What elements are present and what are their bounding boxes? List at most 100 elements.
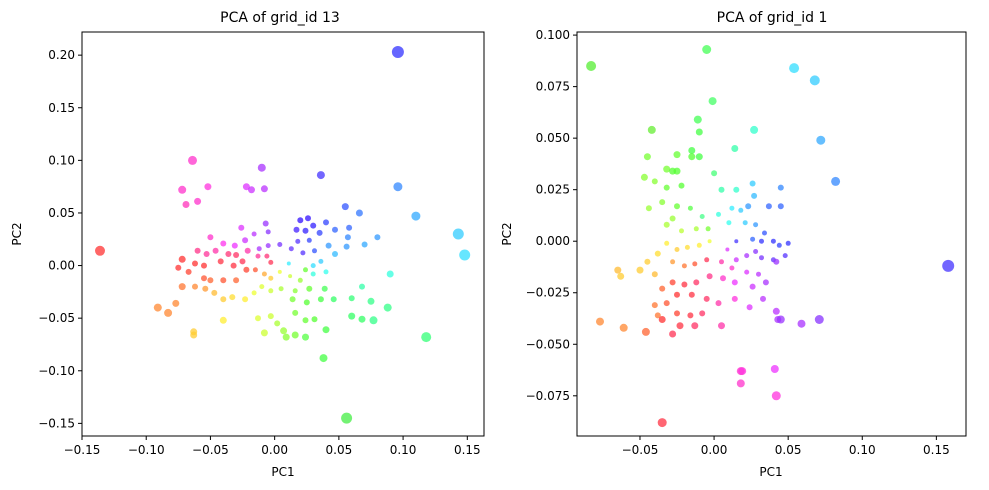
y-tick-label: 0.05 — [48, 206, 75, 220]
scatter-point — [369, 316, 378, 325]
y-tick-label: 0.075 — [536, 80, 570, 94]
x-tick-label: 0.00 — [261, 443, 288, 457]
scatter-points — [586, 45, 955, 428]
scatter-point — [332, 251, 338, 257]
scatter-point — [325, 242, 332, 249]
scatter-point — [201, 275, 207, 282]
scatter-point — [212, 247, 219, 254]
scatter-point — [242, 237, 249, 244]
y-tick-label: −0.10 — [38, 364, 75, 378]
scatter-point — [262, 220, 269, 227]
scatter-point — [391, 46, 404, 58]
scatter-point — [219, 316, 227, 324]
scatter-point — [207, 277, 214, 284]
x-tick-label: 0.00 — [701, 443, 728, 457]
scatter-point — [614, 266, 622, 274]
scatter-point — [777, 203, 784, 210]
scatter-point — [190, 331, 198, 339]
scatter-point — [311, 316, 318, 323]
scatter-point — [164, 308, 173, 317]
scatter-point — [663, 184, 670, 191]
scatter-point — [704, 257, 710, 263]
scatter-point — [211, 289, 218, 296]
y-tick-label: −0.15 — [38, 416, 75, 430]
scatter-point — [776, 315, 785, 324]
scatter-point — [696, 242, 702, 248]
scatter-point — [297, 217, 304, 224]
scatter-point — [292, 309, 299, 316]
y-tick-label: −0.05 — [38, 311, 75, 325]
scatter-point — [596, 317, 604, 326]
scatter-point — [239, 258, 246, 265]
scatter-point — [355, 209, 363, 217]
scatter-point — [259, 284, 265, 290]
scatter-point — [233, 252, 240, 258]
scatter-point — [736, 379, 745, 388]
scatter-point — [688, 153, 696, 161]
scatter-point — [673, 151, 681, 159]
scatter-point — [711, 170, 718, 177]
scatter-point — [699, 310, 706, 317]
scatter-point — [302, 333, 309, 341]
y-tick-label: −0.075 — [526, 389, 570, 403]
scatter-point — [679, 228, 684, 234]
panel-grid-1: PCA of grid_id 1 −0.05 0.00 0.05 0.10 0.15 −… — [500, 10, 967, 479]
scatter-point — [676, 322, 684, 330]
scatter-point — [750, 125, 759, 134]
scatter-point — [242, 296, 249, 303]
scatter-point — [202, 285, 209, 292]
scatter-point — [695, 128, 703, 136]
scatter-point — [708, 97, 717, 106]
scatter-point — [316, 229, 323, 236]
scatter-point — [295, 238, 301, 244]
scatter-point — [814, 315, 824, 324]
plot-area — [81, 31, 485, 437]
scatter-point — [255, 253, 261, 259]
scatter-point — [731, 145, 739, 152]
scatter-point — [718, 186, 725, 193]
scatter-point — [231, 242, 238, 249]
y-tick-label: 0.025 — [536, 183, 570, 197]
scatter-point — [729, 205, 735, 211]
scatter-point — [659, 285, 666, 292]
scatter-point — [344, 234, 351, 241]
scatter-point — [797, 319, 806, 328]
scatter-point — [348, 295, 355, 302]
scatter-point — [274, 320, 281, 327]
y-tick-label: 0.050 — [536, 131, 570, 145]
scatter-point — [411, 211, 421, 221]
scatter-point — [256, 246, 262, 252]
scatter-point — [201, 262, 207, 269]
scatter-point — [261, 271, 267, 277]
scatter-point — [217, 258, 224, 265]
scatter-point — [705, 226, 711, 232]
scatter-point — [310, 222, 317, 229]
scatter-point — [358, 315, 366, 323]
scatter-point — [753, 249, 759, 254]
scatter-point — [323, 269, 329, 275]
scatter-point — [178, 283, 186, 291]
scatter-point — [175, 264, 182, 271]
scatter-point — [291, 331, 299, 339]
scatter-point — [346, 224, 353, 231]
scatter-point — [260, 185, 268, 193]
scatter-point — [421, 332, 432, 343]
scatter-point — [278, 286, 284, 292]
scatter-point — [693, 226, 699, 232]
x-axis-ticks: −0.05 0.00 0.05 0.10 0.15 — [622, 436, 950, 457]
scatter-point — [277, 269, 282, 274]
y-tick-label: 0.00 — [48, 259, 75, 273]
scatter-point — [244, 247, 251, 254]
scatter-point — [220, 240, 227, 247]
scatter-point — [716, 211, 721, 217]
scatter-point — [268, 288, 274, 294]
scatter-point — [312, 248, 317, 254]
scatter-point — [770, 238, 776, 244]
scatter-point — [303, 299, 310, 306]
scatter-point — [317, 296, 324, 303]
scatter-point — [759, 255, 764, 261]
scatter-point — [669, 167, 677, 175]
scatter-point — [693, 279, 700, 286]
x-tick-label: 0.05 — [775, 443, 802, 457]
scatter-point — [300, 250, 306, 256]
